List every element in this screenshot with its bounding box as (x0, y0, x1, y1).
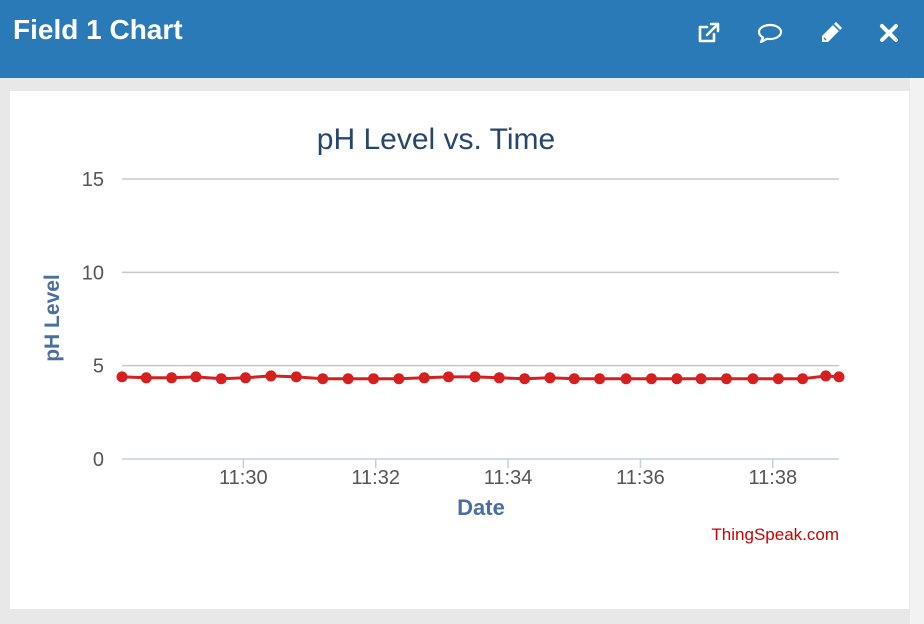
data-point[interactable] (568, 373, 580, 385)
data-point[interactable] (393, 373, 405, 385)
data-point[interactable] (645, 373, 657, 385)
data-point[interactable] (240, 372, 252, 384)
data-point[interactable] (544, 372, 556, 384)
data-point[interactable] (418, 372, 430, 384)
data-point[interactable] (317, 373, 329, 385)
data-point[interactable] (833, 371, 845, 383)
data-point[interactable] (368, 373, 380, 385)
chart-panel (10, 91, 909, 609)
data-point[interactable] (215, 373, 227, 385)
data-point[interactable] (493, 372, 505, 384)
close-icon[interactable] (875, 19, 903, 47)
data-point[interactable] (747, 373, 759, 385)
data-point[interactable] (797, 373, 809, 385)
chart-window-title: Field 1 Chart (13, 14, 183, 45)
data-point[interactable] (720, 373, 732, 385)
data-point[interactable] (290, 371, 302, 383)
data-point[interactable] (820, 370, 832, 382)
thingspeak-credit[interactable]: ThingSpeak.com (711, 525, 839, 544)
data-point[interactable] (190, 371, 202, 383)
data-point[interactable] (469, 371, 481, 383)
data-point[interactable] (140, 372, 152, 384)
panel-gutter (910, 78, 924, 624)
data-point[interactable] (695, 373, 707, 385)
data-point[interactable] (772, 373, 784, 385)
chart-header: Field 1 Chart (0, 0, 924, 78)
external-link-icon[interactable] (695, 19, 723, 47)
comment-icon[interactable] (756, 19, 784, 47)
data-point[interactable] (342, 373, 354, 385)
data-point[interactable] (166, 372, 178, 384)
data-point[interactable] (671, 373, 683, 385)
data-point[interactable] (443, 371, 455, 383)
data-point[interactable] (116, 371, 128, 383)
data-point[interactable] (519, 373, 531, 385)
data-point[interactable] (620, 373, 632, 385)
pencil-icon[interactable] (817, 19, 845, 47)
data-point[interactable] (265, 370, 277, 382)
data-point[interactable] (594, 373, 606, 385)
